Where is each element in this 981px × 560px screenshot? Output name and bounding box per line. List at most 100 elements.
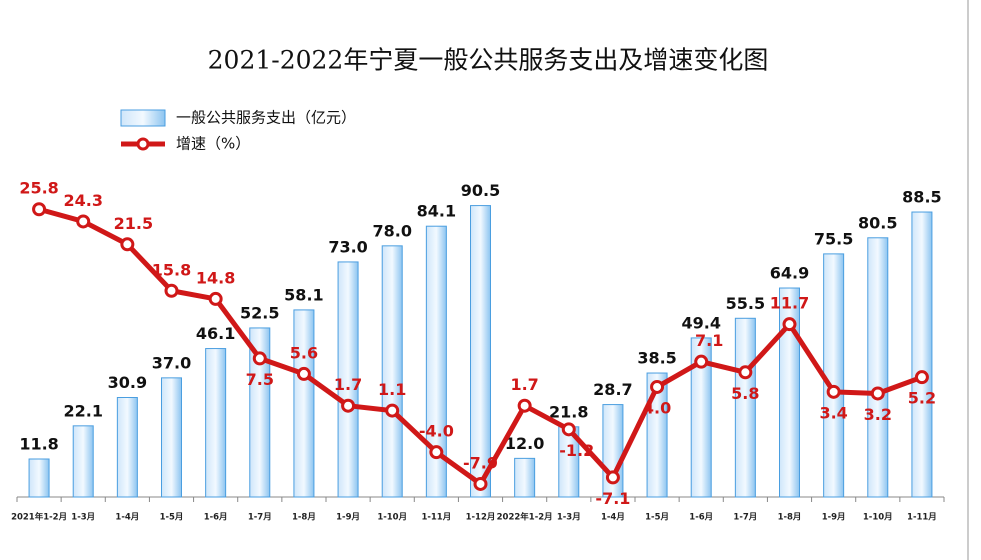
x-tick-label: 1-5月: [645, 513, 669, 523]
x-tick-label: 1-11月: [907, 513, 937, 523]
bar: [646, 372, 668, 498]
x-tick-label: 1-9月: [336, 513, 360, 523]
x-tick-label: 1-4月: [601, 513, 625, 523]
bar-label: 49.4: [681, 313, 720, 332]
bar: [823, 253, 845, 498]
bar: [779, 287, 800, 498]
x-tick-label: 2021年1-2月: [11, 512, 67, 523]
growth-label: 3.2: [864, 405, 892, 424]
bar: [28, 458, 50, 498]
growth-marker: [738, 365, 753, 380]
bar-label: 80.5: [858, 213, 897, 232]
bar-label: 52.5: [240, 303, 279, 322]
x-tick-label: 1-10月: [377, 513, 407, 523]
growth-label: 7.1: [695, 331, 723, 350]
growth-marker: [782, 317, 797, 332]
growth-marker: [914, 370, 929, 385]
bar: [381, 245, 403, 498]
bar-label: 28.7: [593, 380, 632, 399]
bar: [514, 457, 536, 498]
chart-title: 2021-2022年宁夏一般公共服务支出及增速变化图: [208, 46, 769, 75]
x-tick-label: 1-12月: [466, 513, 496, 523]
x-tick-label: 1-10月: [863, 513, 893, 523]
bar: [205, 348, 227, 498]
bar: [249, 327, 271, 498]
legend-bar-icon: [120, 109, 166, 127]
growth-label: 24.3: [63, 191, 102, 210]
growth-label: 1.7: [334, 375, 362, 394]
legend-label: 增速（%）: [176, 135, 250, 153]
bar-label: 46.1: [196, 324, 235, 343]
x-tick-label: 1-3月: [557, 513, 581, 523]
growth-marker: [694, 354, 709, 369]
growth-marker: [76, 214, 91, 229]
bar: [734, 317, 756, 498]
growth-marker: [473, 476, 488, 491]
bar: [293, 309, 315, 498]
x-tick-label: 1-6月: [689, 513, 713, 523]
growth-label: -1.2: [559, 441, 594, 460]
growth-label: 5.6: [290, 343, 318, 362]
x-tick-label: 1-8月: [778, 513, 802, 523]
bar-label: 11.8: [19, 435, 58, 454]
growth-marker: [296, 366, 311, 381]
bar-label: 21.8: [549, 402, 588, 421]
x-tick-label: 1-6月: [204, 513, 228, 523]
growth-label: 1.7: [510, 375, 538, 394]
bar-label: 55.5: [726, 294, 765, 313]
bar-label: 90.5: [461, 181, 500, 200]
growth-marker: [385, 403, 400, 418]
legend-marker: [136, 137, 150, 151]
growth-marker: [32, 202, 47, 217]
growth-marker: [650, 379, 665, 394]
bar-label: 37.0: [152, 353, 191, 372]
growth-marker: [120, 237, 135, 252]
growth-label: 5.2: [908, 389, 936, 408]
growth-label: 14.8: [196, 268, 235, 287]
x-tick-label: 1-11月: [421, 513, 451, 523]
x-tick-label: 1-7月: [248, 513, 272, 523]
growth-marker: [341, 398, 356, 413]
growth-label: 21.5: [114, 214, 153, 233]
growth-marker: [517, 398, 532, 413]
growth-marker: [826, 384, 841, 399]
bar: [72, 425, 94, 498]
bar-label: 22.1: [63, 401, 102, 420]
bar-label: 58.1: [284, 285, 323, 304]
growth-marker: [605, 470, 620, 485]
legend-label: 一般公共服务支出（亿元）: [176, 109, 356, 127]
growth-marker: [208, 291, 223, 306]
growth-label: 1.1: [378, 380, 406, 399]
bar: [690, 337, 712, 498]
growth-label: 5.8: [731, 384, 759, 403]
growth-label: -4.0: [419, 422, 454, 441]
bar: [161, 377, 182, 498]
bar: [911, 211, 933, 498]
x-tick-label: 1-5月: [160, 513, 184, 523]
x-tick-label: 1-8月: [292, 513, 316, 523]
x-tick-label: 1-4月: [115, 513, 139, 523]
bar-label: 38.5: [637, 349, 676, 368]
x-tick-label: 1-9月: [822, 513, 846, 523]
bar-label: 30.9: [108, 373, 147, 392]
growth-label: 11.7: [770, 294, 809, 313]
x-tick-label: 1-3月: [71, 513, 95, 523]
bar: [470, 205, 491, 498]
bar-label: 75.5: [814, 229, 853, 248]
x-tick-label: 1-7月: [733, 513, 757, 523]
growth-label: 15.8: [152, 260, 191, 279]
bar: [425, 225, 447, 498]
bar-label: 88.5: [902, 188, 941, 207]
bar-label: 84.1: [417, 202, 456, 221]
growth-label: -7.1: [595, 489, 630, 508]
growth-marker: [870, 386, 885, 401]
bar-label: 64.9: [770, 264, 809, 283]
growth-label: 3.4: [819, 403, 847, 422]
growth-marker: [429, 445, 444, 460]
bar: [337, 261, 359, 498]
bar-label: 78.0: [372, 221, 411, 240]
bar-label: 73.0: [328, 237, 367, 256]
x-tick-label: 2022年1-2月: [497, 512, 553, 523]
bar: [116, 397, 138, 498]
